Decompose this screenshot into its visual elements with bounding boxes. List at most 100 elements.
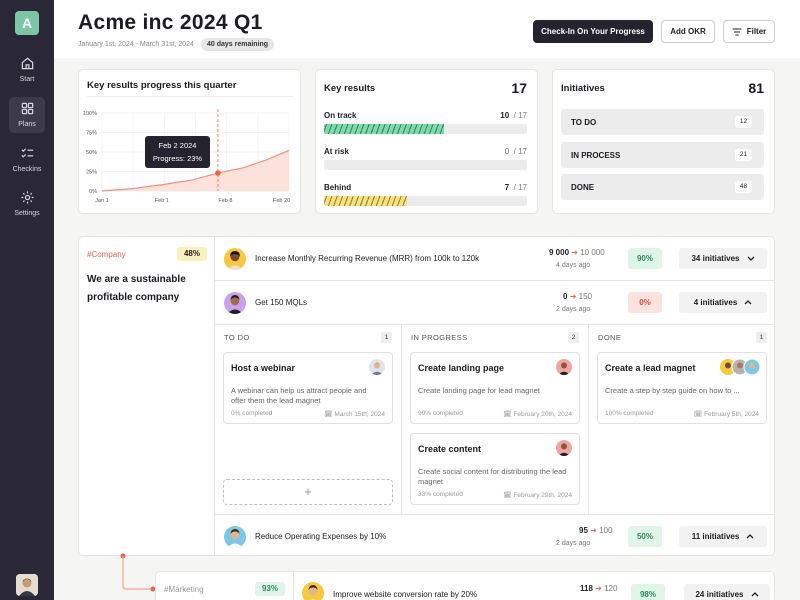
series-area bbox=[102, 150, 289, 191]
objective-title[interactable]: Improve website conversion rate by 20% bbox=[333, 590, 478, 599]
initiatives-row-count: 12 bbox=[735, 116, 752, 128]
checklist-icon bbox=[20, 148, 33, 158]
initiatives-in-process-row[interactable]: IN PROCESS 21 bbox=[561, 142, 764, 168]
x-tick-label: Jan 1 bbox=[95, 198, 108, 204]
task-avatar-group bbox=[720, 358, 761, 376]
marketing-tag[interactable]: #Marketing bbox=[164, 585, 204, 594]
initiatives-toggle-button[interactable]: 24 initiatives bbox=[684, 584, 770, 600]
chevron-up-icon bbox=[746, 534, 754, 539]
sidebar-item-settings[interactable]: Settings bbox=[9, 186, 45, 222]
marketing-percent-badge: 93% bbox=[255, 582, 285, 596]
task-description: A webinar can help us attract people and… bbox=[231, 386, 367, 405]
kr-count: 0 / 17 bbox=[504, 147, 527, 156]
kr-count: 10 / 17 bbox=[500, 111, 527, 120]
person-avatar-icon bbox=[556, 359, 572, 375]
company-okr-block: #Company 48% We are a sustainable profit… bbox=[78, 236, 775, 556]
column-count: 1 bbox=[756, 332, 767, 343]
sidebar-item-label: Settings bbox=[14, 210, 40, 217]
objective-progress: 0 ➔ 150 bbox=[563, 292, 592, 301]
objective-row[interactable]: Get 150 MQLs 0 ➔ 150 2 days ago 0% 4 ini… bbox=[215, 281, 774, 325]
kr-count: 7 / 17 bbox=[504, 183, 527, 192]
tooltip-date: Feb 2 2024 bbox=[158, 141, 197, 150]
key-results-total: 17 bbox=[511, 80, 527, 96]
objective-percent-badge: 90% bbox=[628, 248, 662, 269]
key-results-title: Key results bbox=[324, 83, 376, 94]
task-description: Create social content for distributing t… bbox=[418, 467, 567, 486]
kr-progress-bar bbox=[324, 196, 527, 206]
initiatives-title: Initiatives bbox=[561, 83, 605, 94]
task-completion: 90% completed bbox=[418, 410, 463, 417]
task-card[interactable]: Create a lead magnet Create a step by st… bbox=[597, 352, 767, 424]
board-column-todo: TO DO 1 Host a webinar A webinar can hel… bbox=[215, 325, 402, 515]
kr-progress-fill bbox=[324, 124, 444, 134]
task-title: Create landing page bbox=[418, 363, 505, 373]
sidebar-item-checkins[interactable]: Checkins bbox=[9, 142, 45, 178]
data-point bbox=[215, 170, 221, 176]
user-avatar[interactable] bbox=[16, 574, 38, 596]
days-remaining-badge: 40 days remaining bbox=[201, 38, 275, 51]
add-okr-button[interactable]: Add OKR bbox=[661, 20, 715, 43]
task-title: Create content bbox=[418, 444, 482, 454]
initiatives-total: 81 bbox=[748, 80, 764, 96]
initiatives-done-row[interactable]: DONE 48 bbox=[561, 174, 764, 200]
hierarchy-connector bbox=[120, 553, 156, 592]
chevron-up-icon bbox=[751, 592, 758, 597]
initiatives-row-label: TO DO bbox=[571, 118, 597, 127]
column-count: 2 bbox=[568, 332, 579, 343]
objective-percent-badge: 50% bbox=[628, 526, 662, 547]
task-card[interactable]: Host a webinar A webinar can help us att… bbox=[223, 352, 393, 424]
initiatives-card: Initiatives 81 TO DO 12 IN PROCESS 21 DO… bbox=[552, 69, 775, 214]
checkin-button[interactable]: Check-In On Your Progress bbox=[533, 20, 653, 43]
initiatives-toggle-button[interactable]: 34 initiatives bbox=[679, 248, 767, 269]
sidebar: A Start Plans Checkins Settings bbox=[0, 0, 54, 600]
task-avatar bbox=[556, 440, 572, 456]
sidebar-item-plans[interactable]: Plans bbox=[9, 97, 45, 133]
initiatives-toggle-button[interactable]: 4 initiatives bbox=[679, 292, 767, 313]
task-card[interactable]: Create landing page Create landing page … bbox=[410, 352, 580, 424]
task-title: Host a webinar bbox=[231, 363, 296, 373]
task-title: Create a lead magnet bbox=[605, 363, 696, 373]
task-due-date: 🗓 February 5th, 2024 bbox=[694, 411, 759, 418]
page-title: Acme inc 2024 Q1 bbox=[78, 11, 263, 34]
person-avatar-icon bbox=[224, 292, 246, 314]
company-percent-badge: 48% bbox=[177, 247, 207, 261]
kr-progress-fill bbox=[324, 196, 408, 206]
task-due-date: 🗓 February 20th, 2024 bbox=[503, 411, 572, 418]
kr-label: At risk bbox=[324, 147, 349, 156]
sidebar-item-start[interactable]: Start bbox=[9, 52, 45, 88]
kr-progress-bar bbox=[324, 160, 527, 170]
initiatives-row-count: 21 bbox=[735, 149, 752, 161]
app-logo[interactable]: A bbox=[15, 11, 39, 35]
sidebar-item-label: Checkins bbox=[12, 166, 42, 173]
objective-title: Increase Monthly Recurring Revenue (MRR)… bbox=[255, 254, 480, 263]
task-due-date: 🗓 March 15th, 2024 bbox=[324, 411, 385, 418]
x-tick-label: Feb 8 bbox=[218, 198, 232, 204]
initiatives-toggle-label: 34 initiatives bbox=[691, 254, 740, 263]
page-header: Acme inc 2024 Q1 January 1st, 2024 - Mar… bbox=[54, 0, 800, 58]
task-completion: 100% completed bbox=[605, 410, 654, 417]
company-tag[interactable]: #Company bbox=[87, 250, 126, 259]
person-avatar-icon bbox=[556, 440, 572, 456]
initiatives-toggle-button[interactable]: 11 initiatives bbox=[679, 526, 767, 547]
initiatives-toggle-label: 24 initiatives bbox=[695, 590, 744, 599]
series-line bbox=[101, 149, 290, 192]
filter-button[interactable]: Filter bbox=[723, 20, 775, 43]
y-tick-label: 75% bbox=[86, 131, 97, 137]
task-card[interactable]: Create content Create social content for… bbox=[410, 433, 580, 505]
objective-row[interactable]: Reduce Operating Expenses by 10% 95 ➔ 10… bbox=[215, 515, 774, 555]
progress-chart-card: Key results progress this quarter 0% 25% 5… bbox=[78, 69, 301, 214]
add-task-button[interactable]: + bbox=[223, 479, 393, 505]
column-count: 1 bbox=[381, 332, 392, 343]
initiatives-todo-row[interactable]: TO DO 12 bbox=[561, 109, 764, 135]
objective-percent-badge: 0% bbox=[628, 292, 662, 313]
kr-progress-bar bbox=[324, 124, 527, 134]
avatar bbox=[224, 526, 246, 548]
home-icon bbox=[21, 57, 33, 70]
task-due-date: 🗓 February 29th, 2024 bbox=[503, 492, 572, 499]
avatar bbox=[224, 248, 246, 270]
objective-title: Reduce Operating Expenses by 10% bbox=[255, 532, 387, 541]
task-avatar bbox=[369, 359, 385, 375]
y-tick-label: 100% bbox=[83, 111, 97, 117]
date-range: January 1st, 2024 - March 31st, 2024 bbox=[78, 41, 194, 48]
objective-row[interactable]: Increase Monthly Recurring Revenue (MRR)… bbox=[215, 237, 774, 281]
